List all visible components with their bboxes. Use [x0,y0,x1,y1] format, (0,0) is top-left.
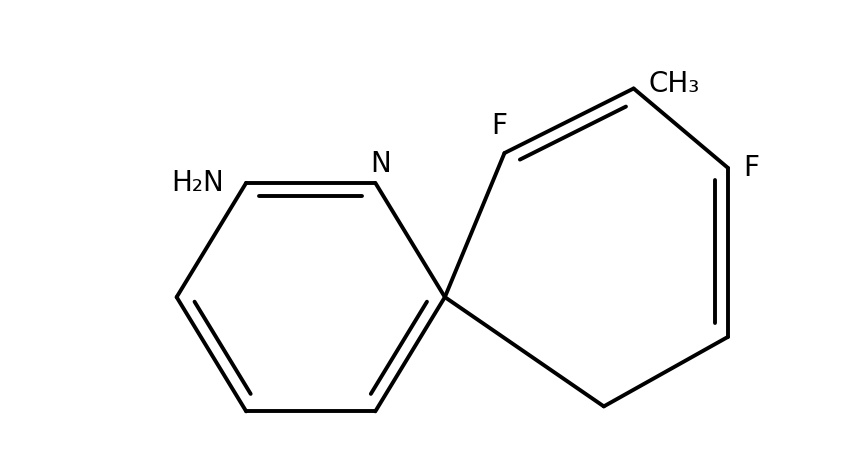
Text: F: F [491,112,507,140]
Text: N: N [370,150,391,178]
Text: H₂N: H₂N [172,169,224,197]
Text: CH₃: CH₃ [649,69,700,97]
Text: F: F [743,154,759,182]
